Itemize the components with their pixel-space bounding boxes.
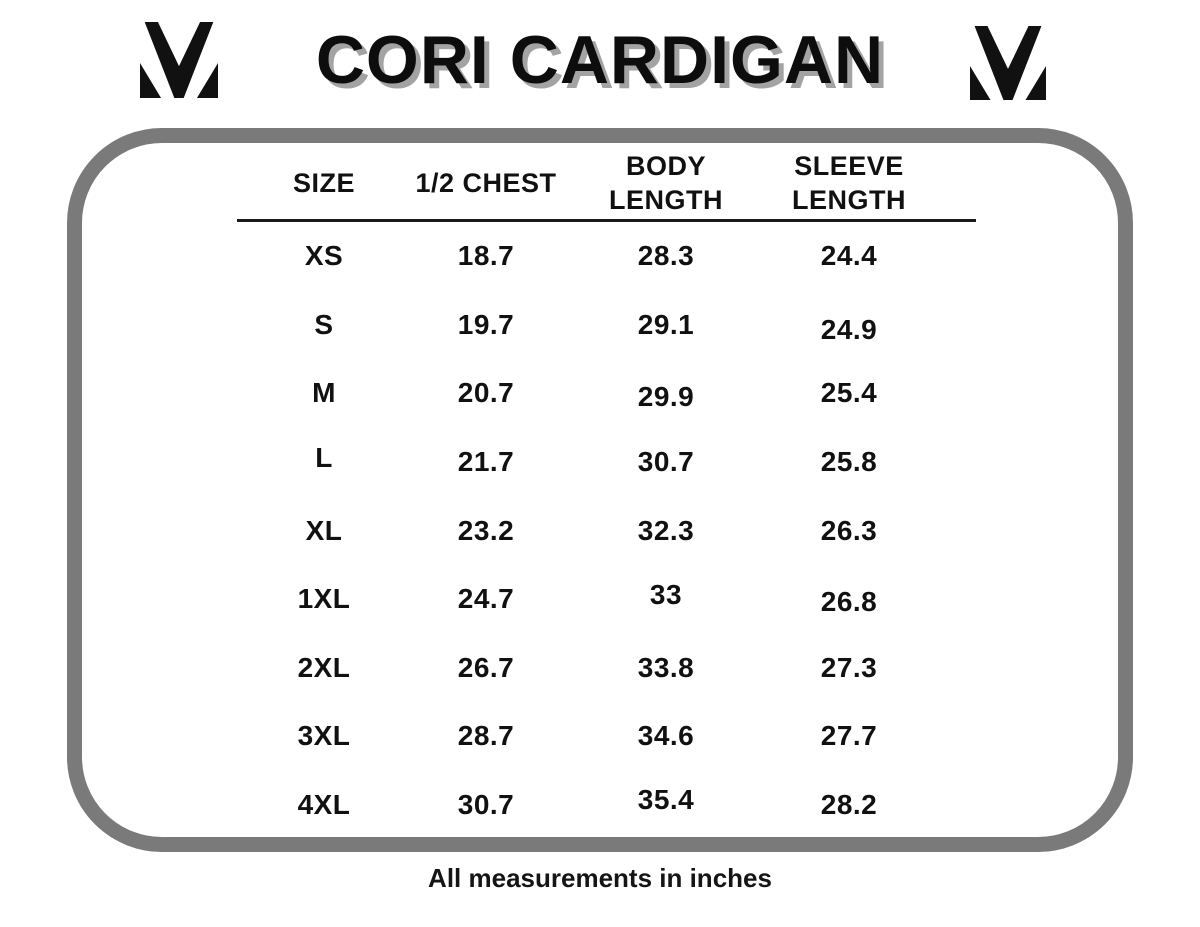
measurement-value: 27.3 [820, 651, 878, 683]
size-chart-frame [67, 128, 1133, 852]
column-header-size: SIZE [292, 168, 355, 198]
size-label: L [315, 442, 333, 474]
measurement-value: 32.3 [637, 514, 695, 546]
measurement-value: 23.2 [457, 514, 515, 546]
measurement-value: 33.8 [637, 651, 695, 683]
measurement-value: 19.7 [457, 308, 515, 340]
measurement-value: 25.4 [820, 377, 878, 409]
measurement-value: 26.3 [820, 514, 878, 546]
table-row: L 21.7 30.7 25.8 [237, 428, 927, 497]
measurement-value: 26.8 [820, 586, 878, 618]
units-note: All measurements in inches [428, 863, 772, 893]
table-row: 3XL 28.7 34.6 27.7 [237, 702, 927, 771]
measurement-value: 29.9 [637, 381, 695, 413]
table-row: M 20.7 29.9 25.4 [237, 359, 927, 428]
m-brand-logo-icon [140, 22, 218, 98]
column-header-sleeve-length: SLEEVE LENGTH [792, 151, 906, 215]
column-header-body-length: BODY LENGTH [609, 151, 723, 215]
table-row: XL 23.2 32.3 26.3 [237, 496, 927, 565]
size-label: 1XL [297, 583, 351, 615]
header-underline [237, 219, 976, 222]
measurement-value: 21.7 [457, 446, 515, 478]
column-header-half-chest: 1/2 CHEST [415, 168, 557, 198]
measurement-value: 25.8 [820, 446, 878, 478]
size-label: 2XL [297, 651, 351, 683]
table-row: XS 18.7 28.3 24.4 [237, 222, 927, 291]
measurement-value: 30.7 [637, 446, 695, 478]
measurement-value: 35.4 [637, 784, 695, 816]
measurement-value: 34.6 [637, 720, 695, 752]
size-label: S [314, 308, 334, 340]
measurement-value: 20.7 [457, 377, 515, 409]
table-row: 1XL 24.7 33 26.8 [237, 565, 927, 634]
measurement-value: 28.3 [637, 240, 695, 272]
table-row: 4XL 30.7 35.4 28.2 [237, 771, 927, 840]
m-brand-logo-icon [970, 26, 1046, 100]
size-label: XL [305, 514, 343, 546]
measurement-value: 33 [649, 579, 683, 611]
measurement-value: 18.7 [457, 240, 515, 272]
size-chart-header-row: SIZE 1/2 CHEST BODY LENGTH SLEEVE LENGTH [237, 148, 927, 218]
measurement-value: 30.7 [457, 789, 515, 821]
measurement-value: 26.7 [457, 651, 515, 683]
measurement-value: 28.7 [457, 720, 515, 752]
table-row: 2XL 26.7 33.8 27.3 [237, 634, 927, 703]
page-title: CORI CARDIGAN [315, 22, 885, 98]
size-label: 4XL [297, 789, 351, 821]
measurement-value: 28.2 [820, 789, 878, 821]
measurement-value: 24.4 [820, 240, 878, 272]
size-label: XS [304, 240, 344, 272]
measurement-value: 24.9 [820, 313, 878, 345]
size-chart-body: XS 18.7 28.3 24.4 S 19.7 29.1 24.9 M 20.7 29.9 25.4… [237, 222, 927, 839]
measurement-value: 24.7 [457, 583, 515, 615]
size-label: 3XL [297, 720, 351, 752]
measurement-value: 29.1 [637, 308, 695, 340]
measurement-value: 27.7 [820, 720, 878, 752]
table-row: S 19.7 29.1 24.9 [237, 291, 927, 360]
size-label: M [312, 377, 336, 409]
